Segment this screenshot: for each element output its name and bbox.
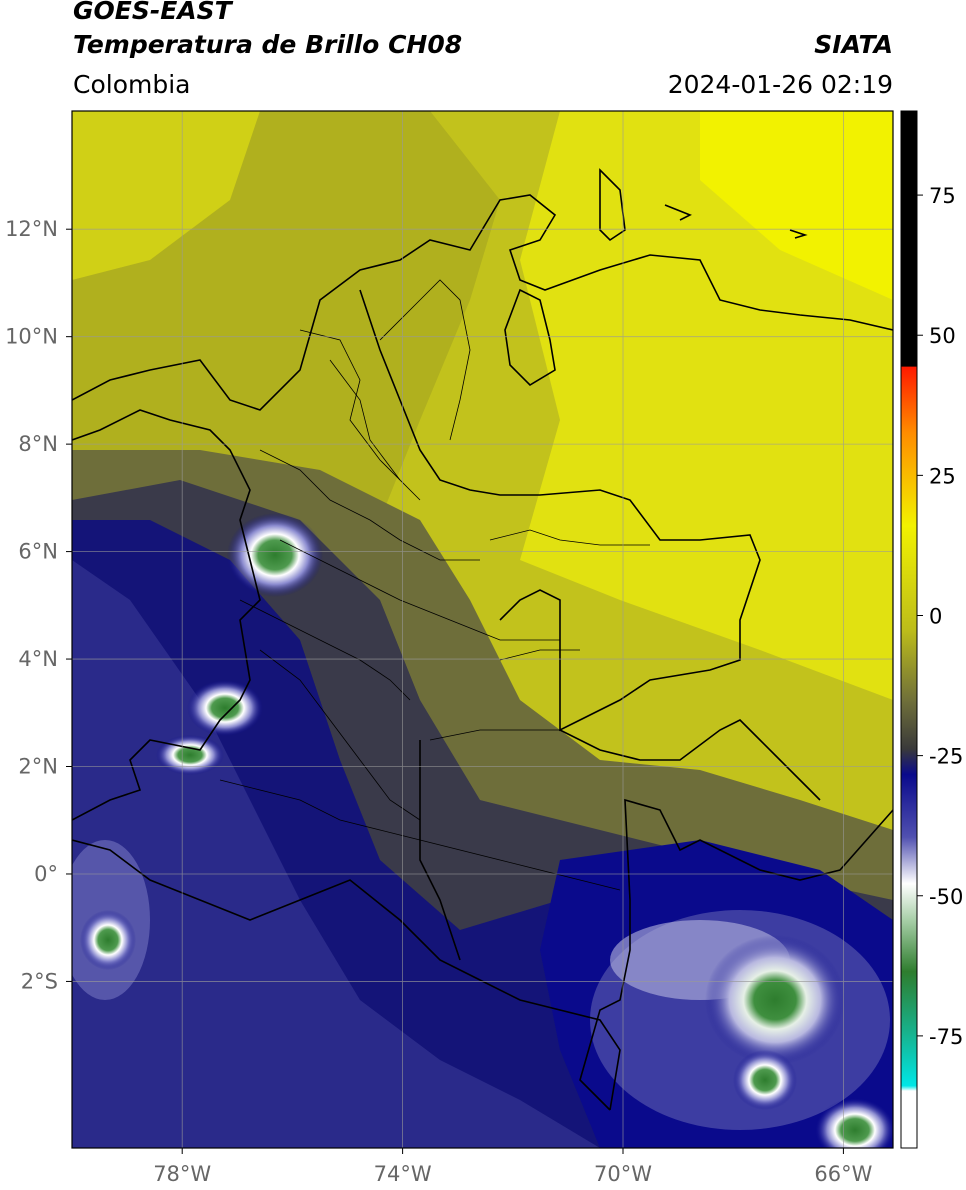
colorbar: 75 50 25 0 -25 -50 -75 (900, 110, 963, 1149)
brand-label: SIATA (814, 30, 893, 59)
product-title: Temperatura de Brillo CH08 (73, 30, 463, 59)
colorbar-tick-label: 0 (929, 604, 942, 628)
satellite-title: GOES-EAST (73, 0, 232, 25)
longitude-labels: 78°W 74°W 70°W 66°W (153, 1148, 873, 1186)
lat-tick-label: 6°N (18, 540, 58, 564)
colorbar-tick-label: -50 (929, 885, 963, 909)
region-label: Colombia (73, 70, 191, 99)
colorbar-frame (900, 110, 918, 1149)
colorbar-tick-label: -25 (929, 745, 963, 769)
lat-tick-label: 2°S (21, 969, 58, 993)
department-boundaries (219, 279, 650, 891)
colorbar-tick-label: 25 (929, 464, 956, 488)
lat-tick-label: 2°N (18, 755, 58, 779)
lat-tick-label: 8°N (18, 432, 58, 456)
latitude-labels: 12°N 10°N 8°N 6°N 4°N 2°N 0° 2°S (5, 217, 72, 993)
lat-tick-label: 4°N (18, 647, 58, 671)
lat-tick-label: 12°N (5, 217, 58, 241)
lon-tick-label: 66°W (814, 1162, 872, 1186)
lon-tick-label: 70°W (594, 1162, 652, 1186)
lon-tick-label: 74°W (374, 1162, 432, 1186)
timestamp-label: 2024-01-26 02:19 (667, 70, 893, 99)
colorbar-tick-label: 75 (929, 184, 956, 208)
colorbar-tick-label: 50 (929, 324, 956, 348)
map-gridlines (72, 111, 893, 1148)
colorbar-gradient (901, 111, 917, 1148)
lat-tick-label: 0° (34, 862, 58, 886)
map-frame (71, 110, 894, 1149)
lat-tick-label: 10°N (5, 325, 58, 349)
brightness-temperature-field (72, 111, 893, 1148)
lon-tick-label: 78°W (153, 1162, 211, 1186)
colorbar-tick-label: -75 (929, 1025, 963, 1049)
